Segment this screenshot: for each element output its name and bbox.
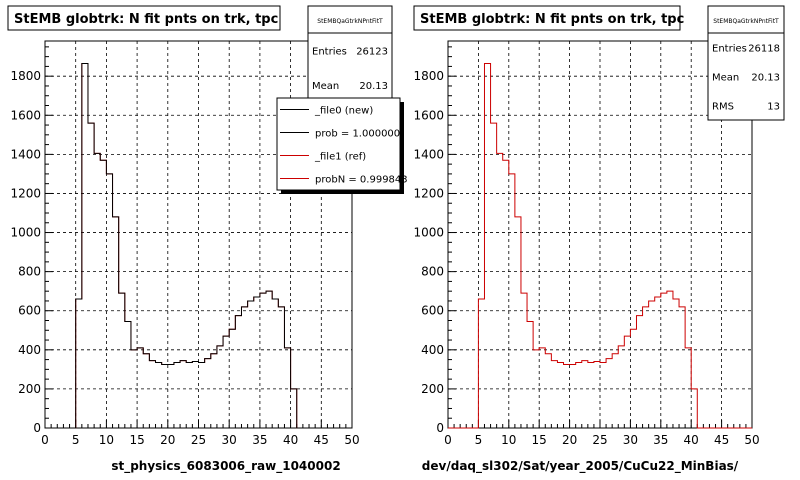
stats-value: 26123 <box>356 46 388 57</box>
x-tick-label: 20 <box>160 433 175 447</box>
histogram-series-file0-new <box>45 62 352 429</box>
x-tick-label: 40 <box>684 433 699 447</box>
y-tick-label: 1200 <box>413 186 444 200</box>
stats-label: RMS <box>712 102 734 113</box>
y-tick-label: 800 <box>18 265 41 279</box>
x-tick-label: 25 <box>191 433 206 447</box>
stats-value: 20.13 <box>359 81 388 92</box>
x-tick-label: 20 <box>562 433 577 447</box>
x-tick-label: 5 <box>72 433 80 447</box>
y-tick-label: 1800 <box>10 69 41 83</box>
y-tick-label: 200 <box>18 382 41 396</box>
y-tick-label: 400 <box>421 343 444 357</box>
right-title: StEMB globtrk: N fit pnts on trk, tpc <box>420 12 684 27</box>
x-tick-label: 50 <box>344 433 359 447</box>
x-tick-label: 40 <box>283 433 298 447</box>
x-tick-label: 10 <box>99 433 114 447</box>
x-tick-label: 0 <box>444 433 452 447</box>
y-tick-label: 600 <box>421 304 444 318</box>
legend-box <box>276 97 401 191</box>
stats-label: Entries <box>312 46 347 57</box>
y-tick-label: 1400 <box>10 147 41 161</box>
y-tick-label: 1400 <box>413 147 444 161</box>
right-x-axis-label: dev/daq_sl302/Sat/year_2005/CuCu22_MinBi… <box>422 459 739 474</box>
legend-label: probN = 0.999843 <box>315 175 408 186</box>
stats-box <box>707 5 785 121</box>
stats-label: Mean <box>712 73 739 84</box>
x-tick-label: 45 <box>314 433 329 447</box>
y-tick-label: 1800 <box>413 69 444 83</box>
y-tick-label: 1600 <box>413 108 444 122</box>
y-tick-label: 0 <box>33 421 41 435</box>
stats-value: 20.13 <box>751 73 780 84</box>
stats-name: StEMBQaGtrkNPntFitT <box>317 18 383 25</box>
x-tick-label: 30 <box>222 433 237 447</box>
x-tick-label: 15 <box>532 433 547 447</box>
left-x-axis-label: st_physics_6083006_raw_1040002 <box>111 459 340 474</box>
right-histogram-panel: StEMB globtrk: N fit pnts on trk, tpc de… <box>413 5 785 474</box>
stats-value: 26118 <box>748 44 780 55</box>
stats-label: Entries <box>712 44 747 55</box>
x-tick-label: 10 <box>501 433 516 447</box>
x-tick-label: 0 <box>41 433 49 447</box>
y-tick-label: 1000 <box>10 226 41 240</box>
stats-value: 13 <box>767 102 780 113</box>
y-tick-label: 1600 <box>10 108 41 122</box>
y-tick-label: 1200 <box>10 186 41 200</box>
x-tick-label: 25 <box>592 433 607 447</box>
y-tick-label: 800 <box>421 265 444 279</box>
right-title-box <box>413 5 681 31</box>
x-tick-label: 35 <box>653 433 668 447</box>
stats-box <box>307 5 393 103</box>
x-tick-label: 45 <box>714 433 729 447</box>
x-tick-label: 50 <box>744 433 759 447</box>
y-tick-label: 0 <box>436 421 444 435</box>
left-title-box <box>7 5 281 31</box>
y-tick-label: 1000 <box>413 226 444 240</box>
x-tick-label: 15 <box>129 433 144 447</box>
x-tick-label: 35 <box>252 433 267 447</box>
y-tick-label: 400 <box>18 343 41 357</box>
x-tick-label: 30 <box>623 433 638 447</box>
x-tick-label: 5 <box>475 433 483 447</box>
left-histogram-panel: StEMB globtrk: N fit pnts on trk, tpc st… <box>7 5 408 474</box>
stats-name: StEMBQaGtrkNPntFitT <box>713 18 779 25</box>
histogram-series-line <box>448 62 752 429</box>
left-title: StEMB globtrk: N fit pnts on trk, tpc <box>14 12 278 27</box>
y-tick-label: 600 <box>18 304 41 318</box>
stats-label: Mean <box>312 81 339 92</box>
y-tick-label: 200 <box>421 382 444 396</box>
legend-label: _file1 (ref) <box>314 152 366 163</box>
legend-label: prob = 1.000000 <box>315 129 400 140</box>
legend-label: _file0 (new) <box>314 106 373 117</box>
